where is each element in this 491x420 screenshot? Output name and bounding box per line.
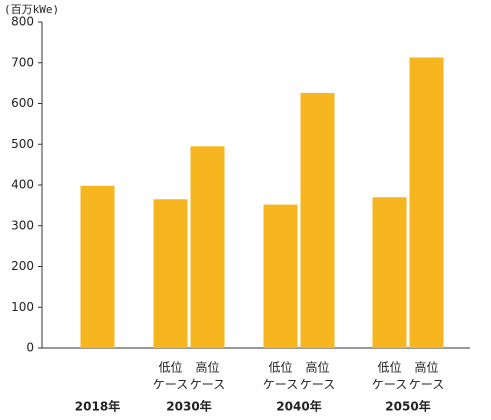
group-label: 2050年 — [385, 399, 430, 414]
y-tick-label: 700 — [11, 55, 34, 69]
bar — [153, 199, 188, 348]
x-tick-label: ケース — [263, 378, 298, 392]
y-tick-label: 300 — [11, 218, 34, 232]
y-tick-label: 600 — [11, 96, 34, 110]
x-tick-label: 高位 — [305, 360, 329, 375]
x-tick-label: ケース — [409, 378, 444, 392]
group-label: 2040年 — [276, 399, 321, 414]
x-tick-label: ケース — [190, 378, 225, 392]
x-tick-label: 低位 — [377, 360, 401, 375]
group-label: 2030年 — [166, 399, 211, 414]
y-tick-label: 800 — [11, 15, 34, 29]
y-tick-label: 100 — [11, 300, 34, 314]
bar — [263, 204, 298, 348]
y-tick-label: 0 — [26, 341, 34, 355]
x-tick-label: 高位 — [195, 360, 219, 375]
bar — [300, 92, 335, 348]
bar — [190, 146, 225, 348]
x-tick-label: ケース — [372, 378, 407, 392]
x-tick-label: ケース — [153, 378, 188, 392]
bar — [409, 57, 444, 348]
unit-label: (百万kWe) — [4, 3, 59, 16]
y-tick-label: 400 — [11, 178, 34, 192]
y-tick-label: 200 — [11, 259, 34, 273]
x-tick-label: 低位 — [268, 360, 292, 375]
bar — [372, 197, 407, 348]
y-tick-label: 500 — [11, 137, 34, 151]
x-tick-label: 高位 — [414, 360, 438, 375]
x-tick-label: 低位 — [158, 360, 182, 375]
group-label: 2018年 — [75, 399, 120, 414]
x-tick-label: ケース — [300, 378, 335, 392]
bar — [80, 185, 115, 348]
